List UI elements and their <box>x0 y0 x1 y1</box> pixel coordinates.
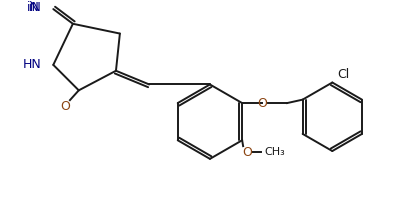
Text: Cl: Cl <box>336 68 349 81</box>
Text: iN: iN <box>27 1 40 14</box>
Text: HN: HN <box>23 58 41 71</box>
Text: O: O <box>60 100 70 113</box>
Text: CH₃: CH₃ <box>264 147 285 157</box>
Text: iN: iN <box>29 1 42 14</box>
Text: O: O <box>256 97 266 110</box>
Text: O: O <box>242 145 252 159</box>
